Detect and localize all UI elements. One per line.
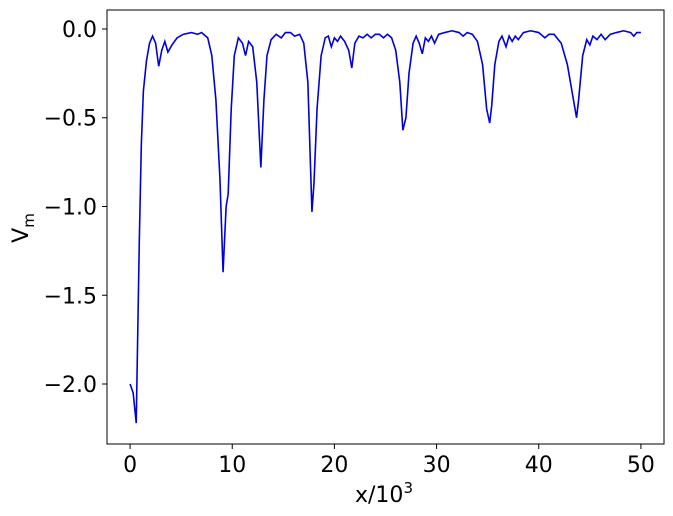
y-tick-label: −1.5 bbox=[44, 284, 97, 309]
y-tick-label: −0.5 bbox=[44, 107, 97, 132]
plot-frame bbox=[106, 9, 665, 445]
x-tick-label: 0 bbox=[123, 453, 137, 478]
x-tick-label: 40 bbox=[525, 453, 553, 478]
y-axis-label-main: V bbox=[9, 228, 34, 243]
y-axis-label-sub: m bbox=[20, 213, 38, 228]
x-tick-label: 20 bbox=[320, 453, 348, 478]
x-tick-label: 50 bbox=[627, 453, 655, 478]
x-axis-label: x/103 bbox=[355, 479, 413, 508]
x-tick-label: 10 bbox=[218, 453, 246, 478]
data-line bbox=[129, 29, 641, 424]
x-axis-label-main: x/10 bbox=[355, 483, 403, 508]
y-tick-label: −2.0 bbox=[44, 373, 97, 398]
y-axis-label: Vm bbox=[9, 213, 38, 243]
x-tick-label: 30 bbox=[423, 453, 451, 478]
x-axis-label-sup: 3 bbox=[403, 479, 413, 497]
y-tick-label: 0.0 bbox=[62, 18, 97, 43]
y-tick-label: −1.0 bbox=[44, 195, 97, 220]
